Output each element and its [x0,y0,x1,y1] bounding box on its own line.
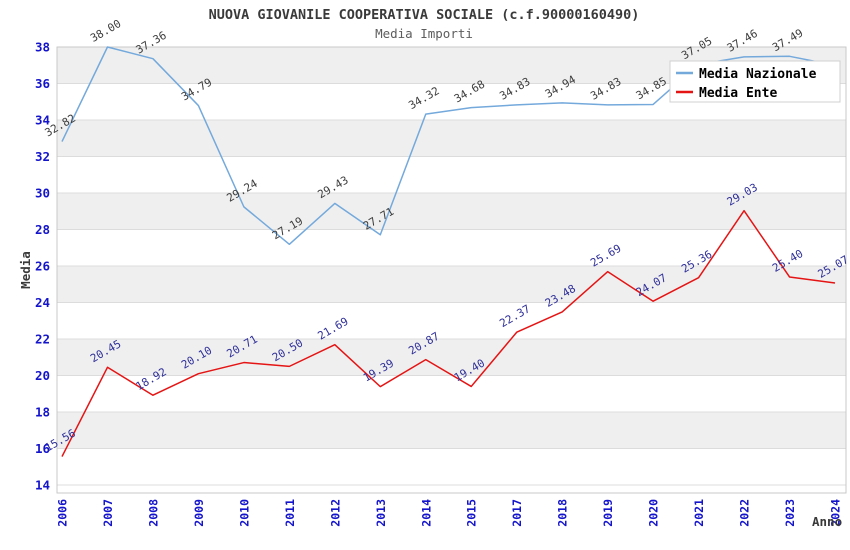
x-tick-label: 2006 [56,499,70,527]
shaded-band [57,266,846,303]
y-tick-label: 28 [35,222,50,237]
data-label: 21.69 [315,315,350,343]
media-ente-line [61,209,836,457]
y-tick-label: 30 [35,186,50,201]
x-tick-label: 2011 [283,499,297,527]
y-tick-label: 38 [35,40,50,55]
x-axis-title: Anno [812,514,842,529]
y-tick-label: 14 [35,478,50,493]
plot-area-frame [56,46,847,494]
x-tick-label: 2017 [510,499,524,527]
series-lines [61,46,836,457]
x-tick-label: 2007 [101,499,115,527]
x-tick-label: 2015 [465,499,479,527]
y-tick-label: 20 [35,368,50,383]
x-axis-tick-labels: 2006 2007 2008 2009 2010 2011 2012 2013 2014 2015… [56,499,843,527]
x-tick-label: 2021 [692,499,706,527]
plot-bands [57,47,846,449]
y-tick-label: 36 [35,76,50,91]
legend: Media Nazionale Media Ente [669,60,841,103]
legend-label-media-ente: Media Ente [699,86,777,101]
x-tick-label: 2009 [192,499,206,527]
shaded-band [57,339,846,376]
x-tick-label: 2013 [374,499,388,527]
data-label: 25.69 [588,242,623,270]
y-tick-label: 26 [35,259,50,274]
shaded-band [57,193,846,230]
y-tick-label: 34 [35,113,50,128]
x-tick-label: 2014 [419,499,433,527]
chart-title: NUOVA GIOVANILE COOPERATIVA SOCIALE (c.f… [209,7,640,23]
legend-box [669,60,841,103]
x-tick-label: 2023 [783,499,797,527]
shaded-band [57,120,846,157]
y-tick-label: 24 [35,295,50,310]
x-tick-label: 2020 [647,499,661,527]
shaded-band [57,412,846,449]
x-tick-label: 2022 [738,499,752,527]
y-tick-label: 22 [35,332,50,347]
data-label: 22.37 [497,302,532,330]
x-tick-label: 2018 [556,499,570,527]
x-tick-label: 2012 [328,499,342,527]
x-tick-label: 2010 [237,499,251,527]
data-label: 34.32 [406,84,441,112]
y-axis-tick-labels: 14 16 18 20 22 24 26 28 30 32 34 36 38 [35,40,50,493]
data-label: 38.00 [88,17,123,45]
x-tick-label: 2019 [601,499,615,527]
y-tick-label: 32 [35,149,50,164]
y-tick-label: 16 [35,441,50,456]
legend-label-media-nazionale: Media Nazionale [699,67,817,82]
x-tick-label: 2008 [146,499,160,527]
y-axis-title: Media [18,251,33,289]
chart-subtitle: Media Importi [375,26,473,41]
y-tick-label: 18 [35,405,50,420]
x-tick-label: 2024 [829,499,843,527]
